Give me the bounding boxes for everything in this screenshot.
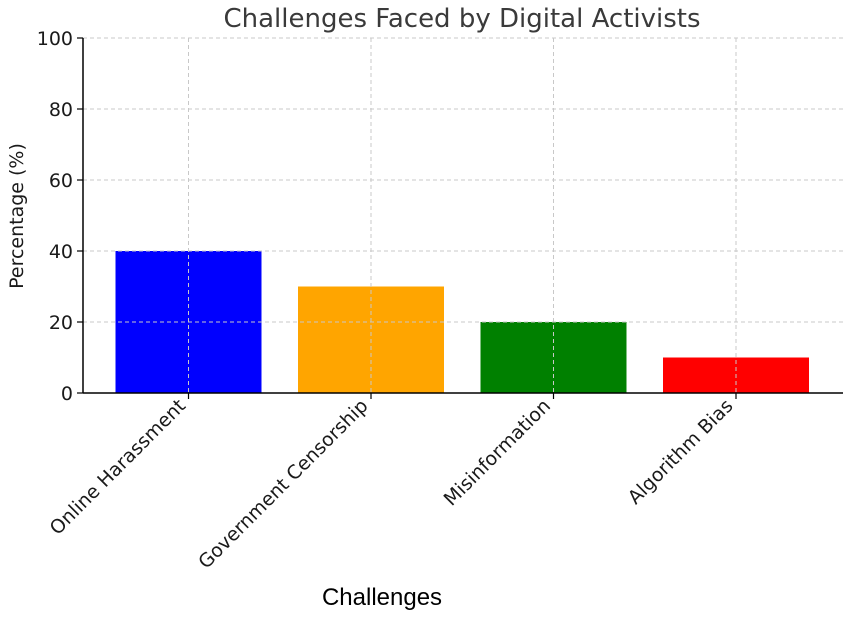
y-axis-label: Percentage (%) <box>6 143 28 289</box>
grid-lines <box>83 37 843 393</box>
axes <box>82 38 843 394</box>
x-axis-ticks: Online Harassment Government Censorship Mi… <box>46 393 738 573</box>
y-tick-label-3: 40 <box>49 241 73 263</box>
x-tick-label-1: Online Harassment <box>46 395 190 539</box>
x-tick-label-3: Misinformation <box>440 395 555 510</box>
y-tick-label-5: 80 <box>49 99 73 121</box>
y-tick-label-2: 20 <box>49 312 73 334</box>
y-axis-ticks: 0 20 40 60 80 100 <box>37 28 83 405</box>
x-tick-label-2: Government Censorship <box>194 395 372 573</box>
x-axis-label: Challenges <box>322 584 442 611</box>
y-tick-label-6: 100 <box>37 28 73 50</box>
y-tick-label-1: 0 <box>61 383 73 405</box>
chart-title: Challenges Faced by Digital Activists <box>223 4 700 34</box>
x-tick-label-4: Algorithm Bias <box>624 395 738 509</box>
y-tick-label-4: 60 <box>49 170 73 192</box>
